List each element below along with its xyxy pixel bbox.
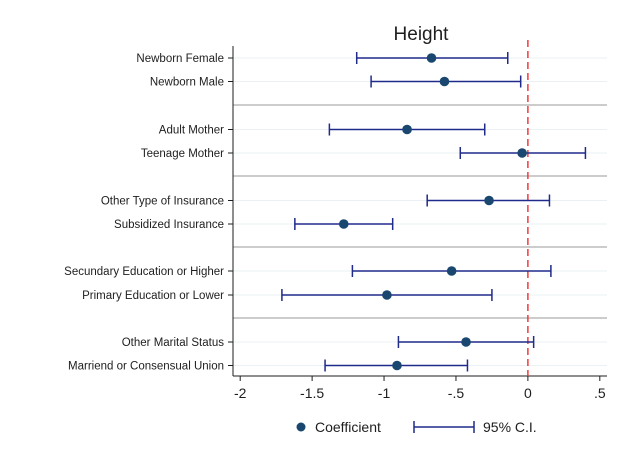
x-tick-label: .5	[594, 385, 606, 401]
legend: Coefficient 95% C.I.	[296, 419, 537, 435]
x-tick-label: -1	[378, 385, 391, 401]
y-tick-label: Newborn Male	[150, 77, 224, 89]
plot-area: -2 -1.5 -1 -.5 0 .5 Newborn Female Newborn Male…	[64, 40, 607, 401]
x-tick-label: 0	[524, 385, 532, 401]
x-tick-label: -1.5	[300, 385, 324, 401]
coefficient-point	[426, 53, 437, 63]
coefficient-point	[517, 148, 527, 158]
y-tick-label: Other Marital Status	[122, 337, 225, 349]
coefficient-point	[382, 290, 392, 300]
legend-ci-label: 95% C.I.	[483, 419, 537, 435]
y-tick-label: Newborn Female	[136, 53, 224, 65]
y-tick-label: Subsidized Insurance	[114, 219, 224, 231]
y-tick-label: Other Type of Insurance	[101, 196, 224, 208]
legend-coefficient-label: Coefficient	[315, 419, 381, 435]
legend-ci-marker	[413, 421, 475, 433]
coefficient-point	[484, 195, 494, 206]
y-tick-label: Primary Education or Lower	[82, 290, 224, 302]
coefficient-point	[392, 360, 402, 371]
y-tick-label: Teenage Mother	[141, 148, 224, 160]
coefficient-point	[402, 124, 412, 135]
coefficient-point	[446, 266, 457, 276]
x-tick-label: -2	[234, 385, 247, 401]
coefficient-point	[439, 76, 450, 87]
y-tick-label: Adult Mother	[159, 125, 224, 137]
coefficient-point	[461, 337, 471, 347]
y-tick-label: Marriend or Consensual Union	[68, 361, 224, 373]
x-tick-label: -.5	[448, 385, 465, 401]
chart-title: Height	[394, 24, 450, 45]
y-tick-label: Secundary Education or Higher	[64, 266, 224, 278]
coefficient-point	[338, 219, 349, 229]
legend-coefficient-marker	[296, 422, 306, 432]
